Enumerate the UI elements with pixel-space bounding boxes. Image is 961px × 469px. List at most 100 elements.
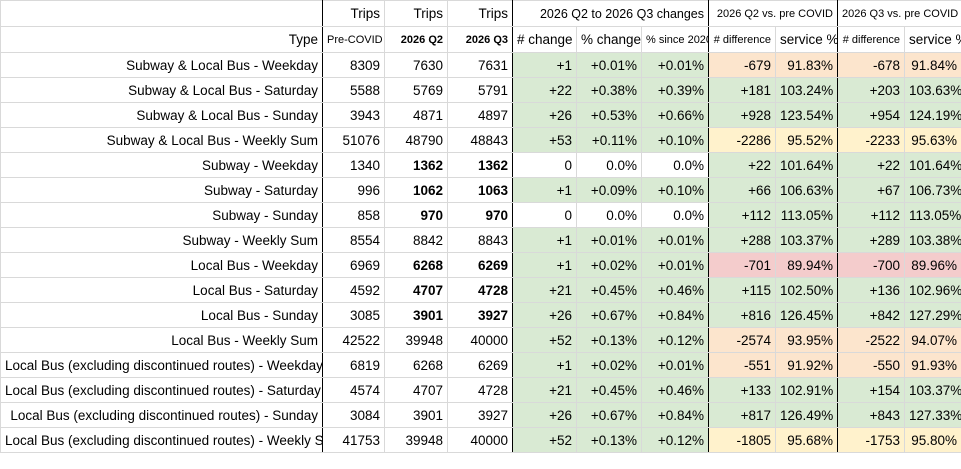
pre-covid-cell: 1340 — [322, 152, 385, 178]
q2-trips-cell: 6268 — [384, 352, 448, 378]
q3-service-cell: 95.80% — [904, 427, 961, 453]
pre-covid-cell: 4592 — [322, 277, 385, 303]
q3-service-cell: 102.96% — [904, 277, 961, 303]
header-type: Type — [0, 26, 323, 53]
header-trips: Trips — [384, 0, 448, 27]
type-cell: Subway - Saturday — [0, 177, 323, 203]
pre-covid-cell: 858 — [322, 202, 385, 228]
q3-difference-cell: +289 — [837, 227, 906, 253]
number-change-cell: 0 — [512, 152, 577, 178]
percent-change-cell: +0.01% — [576, 52, 642, 78]
q3-service-cell: 103.37% — [904, 377, 961, 403]
percent-since-2020-cell: +0.01% — [641, 52, 709, 78]
header-q2-service-percent: service % — [774, 26, 839, 53]
percent-since-2020-cell: +0.66% — [641, 102, 709, 128]
q2-service-cell: 91.92% — [774, 352, 839, 378]
q3-difference-cell: +136 — [837, 277, 906, 303]
q3-trips-cell: 8843 — [447, 227, 513, 253]
header-percent-since-2020: % since 2020 — [641, 26, 709, 53]
type-cell: Local Bus (excluding discontinued routes… — [0, 427, 323, 453]
table-row: Local Bus - Weekday 6969 6268 6269 +1 +0.02% +… — [0, 252, 961, 278]
type-cell: Subway - Weekly Sum — [0, 227, 323, 253]
percent-change-cell: +0.38% — [576, 77, 642, 103]
type-cell: Subway & Local Bus - Weekday — [0, 52, 323, 78]
type-cell: Local Bus - Weekly Sum — [0, 327, 323, 353]
percent-since-2020-cell: +0.12% — [641, 327, 709, 353]
number-change-cell: +26 — [512, 402, 577, 428]
type-cell: Local Bus - Weekday — [0, 252, 323, 278]
number-change-cell: +21 — [512, 377, 577, 403]
q3-difference-cell: +112 — [837, 202, 906, 228]
pre-covid-cell: 8554 — [322, 227, 385, 253]
q2-trips-cell: 5769 — [384, 77, 448, 103]
q2-trips-cell: 970 — [384, 202, 448, 228]
q2-difference-cell: +66 — [708, 177, 776, 203]
q2-trips-cell: 4707 — [384, 277, 448, 303]
type-cell: Subway & Local Bus - Saturday — [0, 77, 323, 103]
number-change-cell: 0 — [512, 202, 577, 228]
service-table: Trips Trips Trips 2026 Q2 to 2026 Q3 cha… — [0, 0, 961, 453]
header-trips: Trips — [322, 0, 385, 27]
q3-service-cell: 103.63% — [904, 77, 961, 103]
q3-difference-cell: +843 — [837, 402, 906, 428]
q2-service-cell: 103.37% — [774, 227, 839, 253]
q2-difference-cell: +816 — [708, 302, 776, 328]
percent-since-2020-cell: 0.0% — [641, 152, 709, 178]
q2-service-cell: 95.52% — [774, 127, 839, 153]
header-row-1: Trips Trips Trips 2026 Q2 to 2026 Q3 cha… — [0, 0, 961, 27]
q2-difference-cell: -2574 — [708, 327, 776, 353]
number-change-cell: +26 — [512, 302, 577, 328]
q2-trips-cell: 39948 — [384, 427, 448, 453]
percent-change-cell: +0.67% — [576, 402, 642, 428]
number-change-cell: +1 — [512, 352, 577, 378]
percent-change-cell: +0.13% — [576, 427, 642, 453]
table-row: Local Bus - Weekly Sum 42522 39948 40000 +52… — [0, 327, 961, 353]
type-cell: Subway & Local Bus - Sunday — [0, 102, 323, 128]
q3-trips-cell: 48843 — [447, 127, 513, 153]
type-cell: Local Bus - Saturday — [0, 277, 323, 303]
q2-service-cell: 123.54% — [774, 102, 839, 128]
type-cell: Local Bus (excluding discontinued routes… — [0, 402, 323, 428]
q3-service-cell: 127.29% — [904, 302, 961, 328]
q3-service-cell: 106.73% — [904, 177, 961, 203]
percent-change-cell: +0.02% — [576, 252, 642, 278]
percent-since-2020-cell: +0.39% — [641, 77, 709, 103]
number-change-cell: +53 — [512, 127, 577, 153]
q2-difference-cell: -2286 — [708, 127, 776, 153]
q3-trips-cell: 1362 — [447, 152, 513, 178]
number-change-cell: +1 — [512, 52, 577, 78]
q3-difference-cell: +67 — [837, 177, 906, 203]
q2-difference-cell: +181 — [708, 77, 776, 103]
q3-trips-cell: 40000 — [447, 427, 513, 453]
q3-trips-cell: 40000 — [447, 327, 513, 353]
q2-service-cell: 113.05% — [774, 202, 839, 228]
q2-trips-cell: 1062 — [384, 177, 448, 203]
table-row: Subway & Local Bus - Saturday 5588 5769 579… — [0, 77, 961, 103]
percent-since-2020-cell: +0.10% — [641, 177, 709, 203]
q2-service-cell: 95.68% — [774, 427, 839, 453]
q2-service-cell: 89.94% — [774, 252, 839, 278]
pre-covid-cell: 5588 — [322, 77, 385, 103]
percent-since-2020-cell: +0.46% — [641, 277, 709, 303]
pre-covid-cell: 6819 — [322, 352, 385, 378]
percent-since-2020-cell: +0.84% — [641, 302, 709, 328]
q2-difference-cell: -701 — [708, 252, 776, 278]
q2-trips-cell: 1362 — [384, 152, 448, 178]
q3-difference-cell: -2522 — [837, 327, 906, 353]
q3-difference-cell: +954 — [837, 102, 906, 128]
q3-service-cell: 89.96% — [904, 252, 961, 278]
q3-service-cell: 127.33% — [904, 402, 961, 428]
q3-service-cell: 103.38% — [904, 227, 961, 253]
q2-difference-cell: +817 — [708, 402, 776, 428]
header-percent-change: % change — [576, 26, 642, 53]
pre-covid-cell: 6969 — [322, 252, 385, 278]
q2-service-cell: 103.24% — [774, 77, 839, 103]
header-2026-q2: 2026 Q2 — [384, 26, 448, 53]
q2-service-cell: 91.83% — [774, 52, 839, 78]
percent-change-cell: 0.0% — [576, 152, 642, 178]
q2-difference-cell: -679 — [708, 52, 776, 78]
q3-service-cell: 91.93% — [904, 352, 961, 378]
pre-covid-cell: 41753 — [322, 427, 385, 453]
q2-trips-cell: 8842 — [384, 227, 448, 253]
percent-since-2020-cell: +0.84% — [641, 402, 709, 428]
